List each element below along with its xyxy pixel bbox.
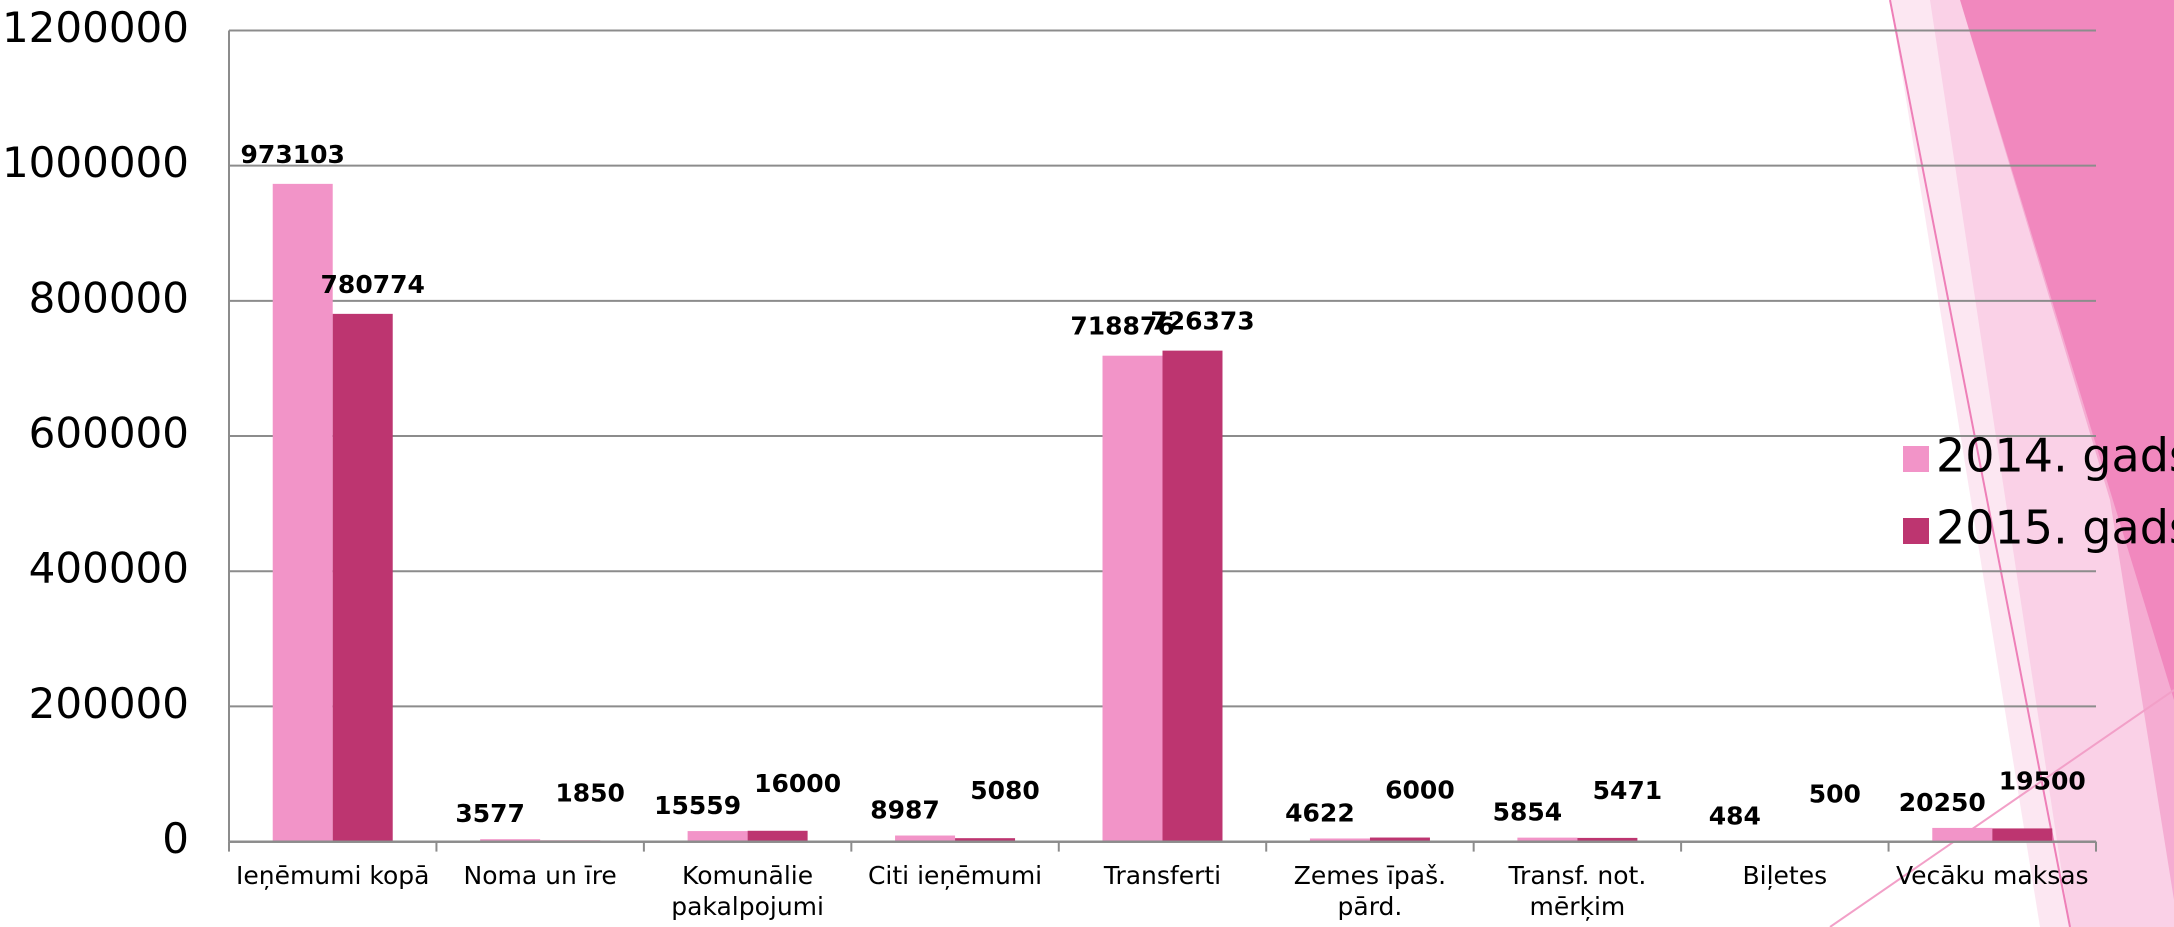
bar: [1517, 837, 1578, 842]
x-tick-label: Transf. not. mērķim: [1508, 861, 1647, 921]
data-label: 20250: [1899, 788, 1986, 817]
bar: [1309, 838, 1370, 842]
bar: [1102, 355, 1163, 842]
bar: [1162, 350, 1223, 842]
data-label: 6000: [1385, 776, 1455, 805]
y-tick-label: 0: [162, 814, 189, 863]
x-tick-label: Vecāku maksas: [1895, 861, 2089, 890]
data-label: 4622: [1285, 798, 1355, 827]
bar: [1992, 828, 2053, 842]
y-tick-label: 600000: [29, 409, 189, 458]
legend-label: 2015. gads: [1936, 501, 2174, 555]
data-label: 500: [1809, 779, 1861, 808]
bar: [332, 313, 393, 842]
bar: [272, 183, 333, 842]
data-label: 5854: [1493, 798, 1563, 827]
legend-label: 2014. gads: [1936, 429, 2174, 483]
data-label: 726373: [1150, 307, 1254, 336]
legend-swatch: [1903, 446, 1929, 472]
data-label: 780774: [321, 270, 425, 299]
bar: [747, 830, 808, 842]
bar: [480, 839, 541, 842]
x-tick-label: Noma un īre: [463, 861, 617, 890]
legend-swatch: [1903, 518, 1929, 544]
bar: [1577, 837, 1638, 842]
x-tick-label: Ieņēmumi kopā: [235, 861, 430, 890]
x-tick-label: Biļetes: [1742, 861, 1828, 890]
data-label: 973103: [241, 140, 345, 169]
y-tick-label: 1200000: [2, 3, 189, 52]
data-label: 3577: [455, 799, 525, 828]
decoration: [1829, 0, 2174, 927]
bar: [687, 831, 748, 842]
x-tick-label: Komunālie pakalpojumi: [671, 861, 824, 921]
y-tick-label: 1000000: [2, 138, 189, 187]
data-label: 1850: [555, 778, 625, 807]
x-tick-label: Transferti: [1103, 861, 1222, 890]
y-tick-label: 200000: [29, 679, 189, 728]
bar: [895, 835, 956, 842]
bar: [1932, 827, 1993, 842]
data-label: 484: [1709, 801, 1761, 830]
data-label: 8987: [870, 796, 940, 825]
x-tick-label: Citi ieņēmumi: [867, 861, 1043, 890]
data-label: 5080: [970, 776, 1040, 805]
y-tick-label: 800000: [29, 273, 189, 322]
data-label: 15559: [654, 791, 741, 820]
data-label: 16000: [754, 769, 841, 798]
bar: [1369, 837, 1430, 842]
data-label: 19500: [1999, 766, 2086, 795]
x-tick-label: Zemes īpaš. pārd.: [1293, 861, 1447, 921]
data-label: 718876: [1070, 312, 1174, 341]
data-label: 5471: [1593, 776, 1663, 805]
y-tick-label: 400000: [29, 544, 189, 593]
bar: [955, 838, 1016, 842]
